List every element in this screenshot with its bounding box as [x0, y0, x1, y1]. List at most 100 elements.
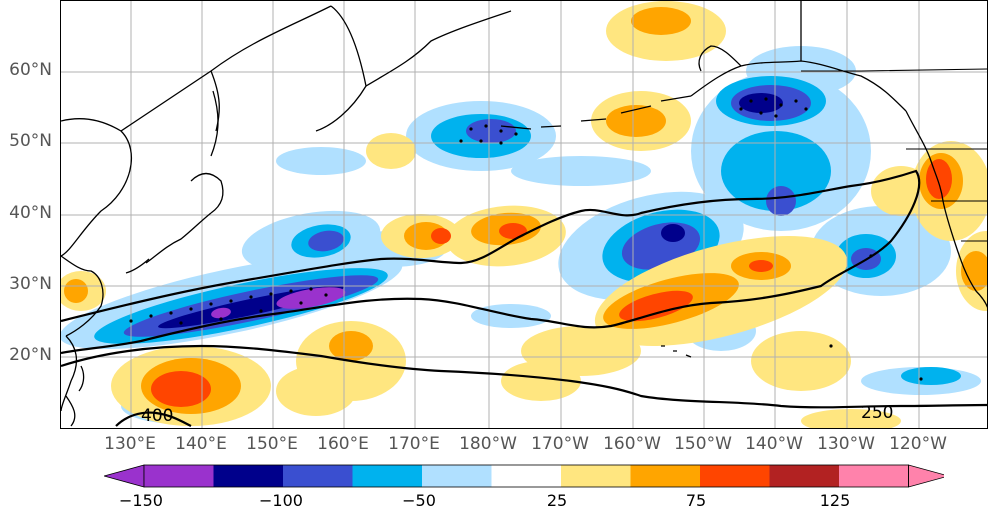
significance-stippling	[129, 97, 923, 381]
lon-label-140w: 140°W	[745, 434, 803, 454]
coastline	[315, 5, 367, 132]
anomaly-blob	[329, 331, 373, 361]
significance-dot	[759, 111, 763, 115]
coastline	[210, 70, 220, 132]
anomaly-blob	[901, 367, 961, 385]
anomaly-blob	[276, 366, 356, 416]
anomaly-blob	[151, 371, 211, 407]
lon-label-180w: 180°W	[459, 434, 517, 454]
significance-dot	[774, 114, 778, 118]
lon-label-170w: 170°W	[531, 434, 589, 454]
anomaly-blob	[431, 228, 451, 244]
contour-label-400: 400	[141, 406, 173, 426]
significance-dot	[779, 103, 783, 107]
anomaly-blob	[619, 290, 693, 322]
significance-dot	[229, 299, 233, 303]
lon-label-160w: 160°W	[603, 434, 661, 454]
lon-label-150w: 150°W	[674, 434, 732, 454]
lon-label-140e: 140°E	[175, 434, 227, 454]
anomaly-blob	[64, 279, 88, 303]
coastline	[942, 200, 987, 308]
climatology-contour	[61, 169, 921, 355]
significance-dot	[869, 254, 873, 258]
coastline	[125, 258, 150, 274]
colorbar-tick--50: −50	[402, 491, 436, 510]
significance-dot	[149, 314, 153, 318]
lat-label-40n: 40°N	[9, 203, 52, 223]
lon-label-160e: 160°E	[317, 434, 369, 454]
lon-label-120w: 120°W	[889, 434, 947, 454]
coastline	[698, 45, 742, 72]
colorbar-tick-125: 125	[819, 491, 851, 510]
lon-label-130w: 130°W	[817, 434, 875, 454]
colorbar-segment	[283, 465, 353, 487]
significance-dot	[129, 319, 133, 323]
colorbar-tick--100: −100	[259, 491, 303, 510]
significance-dot	[764, 97, 768, 101]
significance-dot	[829, 344, 833, 348]
border-line	[801, 68, 987, 72]
coastline	[78, 365, 85, 392]
significance-dot	[299, 301, 303, 305]
border-line	[931, 200, 987, 242]
coastline	[120, 5, 332, 132]
coastline	[61, 335, 78, 412]
anomaly-blob	[751, 331, 851, 391]
anomaly-blob	[801, 409, 901, 428]
anomaly-fields	[61, 1, 987, 428]
anomaly-blob	[466, 119, 516, 143]
colorbar-segment	[352, 465, 422, 487]
significance-dot	[189, 307, 193, 311]
anomaly-blob	[631, 7, 691, 35]
lat-label-30n: 30°N	[9, 274, 52, 294]
significance-dot	[179, 321, 183, 325]
anomaly-blob	[366, 133, 416, 169]
significance-dot	[794, 99, 798, 103]
anomaly-blob	[308, 230, 344, 252]
colorbar-segment	[213, 465, 283, 487]
colorbar-segment	[422, 465, 492, 487]
lon-label-150e: 150°E	[246, 434, 298, 454]
anomaly-blob	[871, 166, 931, 216]
significance-dot	[169, 311, 173, 315]
lat-label-20n: 20°N	[9, 345, 52, 365]
anomaly-blob	[276, 147, 366, 175]
coastlines	[61, 1, 987, 427]
anomaly-map: 400 250	[61, 1, 987, 428]
significance-dot	[484, 124, 488, 128]
climatology-contour	[61, 344, 987, 409]
colorbar-extend-max	[908, 464, 944, 488]
significance-dot	[269, 292, 273, 296]
coastline	[145, 212, 212, 264]
anomaly-blob	[766, 186, 796, 216]
lon-label-170e: 170°E	[388, 434, 440, 454]
significance-dot	[209, 302, 213, 306]
significance-dot	[749, 99, 753, 103]
colorbar-segment	[630, 465, 700, 487]
colorbar-tick-25: 25	[546, 491, 568, 510]
coastline	[500, 95, 692, 130]
significance-dot	[309, 287, 313, 291]
significance-dot	[259, 309, 263, 313]
contour-label-250: 250	[861, 403, 893, 423]
lat-label-50n: 50°N	[9, 131, 52, 151]
lon-label-130e: 130°E	[104, 434, 156, 454]
significance-dot	[479, 139, 483, 143]
significance-dot	[459, 139, 463, 143]
colorbar-segment	[144, 465, 214, 487]
significance-dot	[499, 129, 503, 133]
colorbar-segment	[769, 465, 839, 487]
anomaly-blob	[511, 156, 651, 186]
coastline	[210, 90, 219, 157]
anomaly-blob	[961, 251, 987, 291]
significance-dot	[469, 127, 473, 131]
coastline	[365, 10, 512, 87]
significance-dot	[804, 107, 808, 111]
climatology-contour	[115, 411, 192, 427]
anomaly-blob	[276, 287, 346, 309]
lat-label-60n: 60°N	[9, 60, 52, 80]
colorbar-outline	[143, 464, 909, 488]
significance-dot	[289, 289, 293, 293]
coastline	[190, 172, 224, 214]
anomaly-blob	[749, 260, 773, 272]
